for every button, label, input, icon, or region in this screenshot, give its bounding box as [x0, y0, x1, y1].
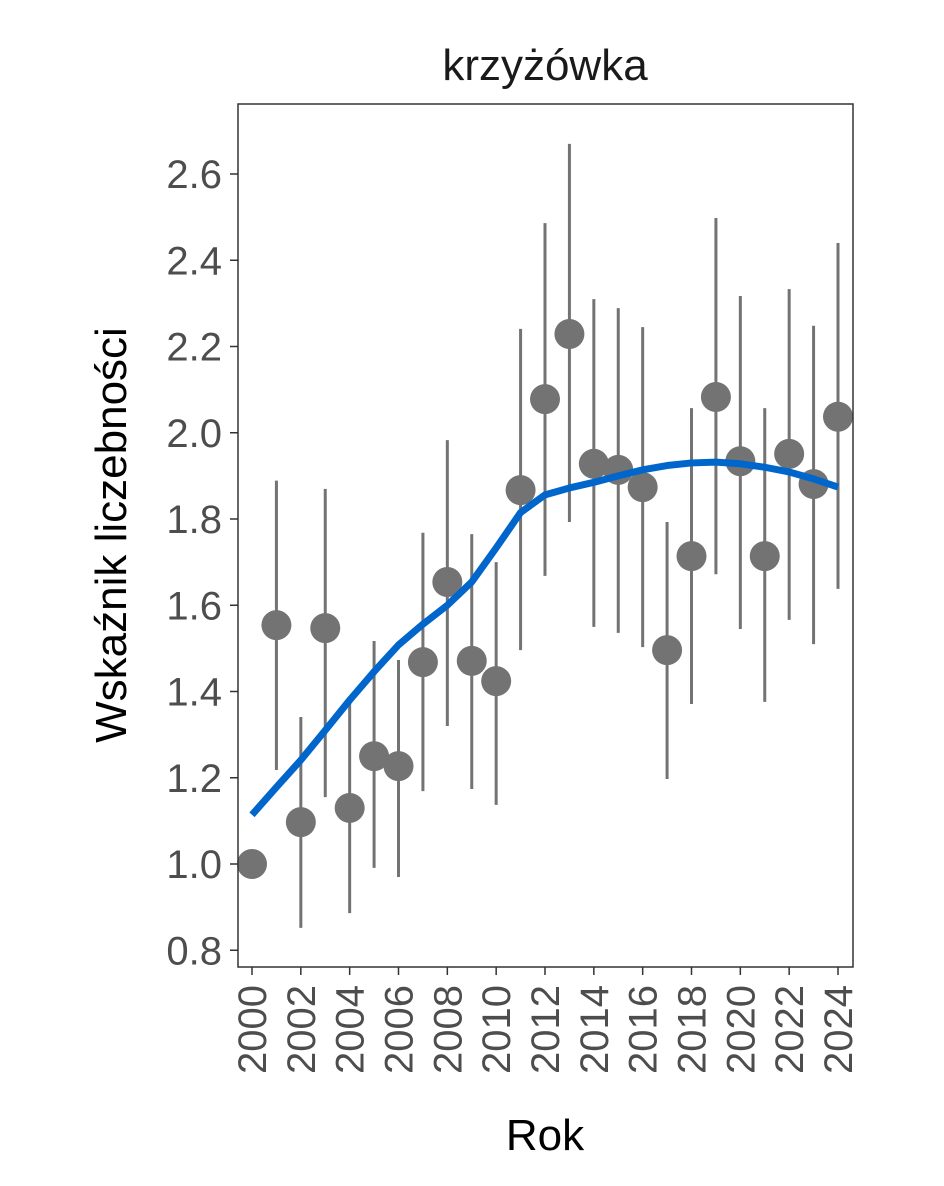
- y-tick-label: 2.6: [166, 153, 222, 197]
- x-tick-label: 2016: [622, 985, 666, 1074]
- data-point: [700, 381, 731, 412]
- x-tick-label: 2018: [671, 985, 715, 1074]
- data-point: [823, 401, 853, 432]
- x-tick-label: 2008: [426, 985, 470, 1074]
- x-tick-label: 2020: [719, 985, 763, 1074]
- data-point: [261, 610, 292, 641]
- data-point: [481, 666, 512, 697]
- y-tick-label: 1.2: [166, 757, 222, 801]
- data-point: [578, 448, 609, 479]
- data-point: [774, 438, 805, 469]
- y-tick-label: 1.8: [166, 498, 222, 542]
- data-point: [749, 541, 780, 572]
- data-point: [359, 741, 390, 772]
- data-point: [237, 849, 267, 879]
- chart-title: krzyżówka: [442, 41, 648, 90]
- x-tick-label: 2002: [280, 985, 324, 1074]
- x-tick-label: 2000: [231, 985, 275, 1074]
- y-tick-label: 0.8: [166, 929, 222, 973]
- x-tick-label: 2014: [573, 985, 617, 1074]
- x-tick-label: 2006: [378, 985, 422, 1074]
- data-point: [505, 475, 536, 506]
- x-tick-label: 2024: [817, 985, 861, 1074]
- data-point: [530, 384, 560, 415]
- data-point: [627, 472, 658, 503]
- data-point: [456, 645, 487, 676]
- data-point: [407, 647, 438, 678]
- x-tick-label: 2004: [329, 985, 373, 1074]
- y-tick-label: 2.4: [166, 239, 222, 283]
- data-point: [676, 541, 707, 572]
- x-tick-label: 2022: [768, 985, 812, 1074]
- y-axis-label: Wskaźnik liczebności: [87, 327, 136, 743]
- y-tick-label: 1.4: [166, 671, 222, 715]
- x-tick-label: 2012: [524, 985, 568, 1074]
- data-point: [383, 751, 414, 782]
- x-tick-label: 2010: [475, 985, 519, 1074]
- data-point: [432, 566, 463, 597]
- plot-panel: [237, 103, 854, 968]
- y-tick-label: 2.0: [166, 412, 222, 456]
- data-point: [554, 318, 585, 349]
- trend-line: [249, 458, 840, 818]
- data-point: [652, 635, 683, 666]
- x-axis-label: Rok: [506, 1111, 585, 1160]
- data-point: [334, 792, 365, 823]
- data-point: [285, 807, 316, 838]
- y-tick-label: 1.6: [166, 584, 222, 628]
- data-point: [310, 613, 341, 644]
- y-tick-label: 1.0: [166, 843, 222, 887]
- y-tick-label: 2.2: [166, 326, 222, 370]
